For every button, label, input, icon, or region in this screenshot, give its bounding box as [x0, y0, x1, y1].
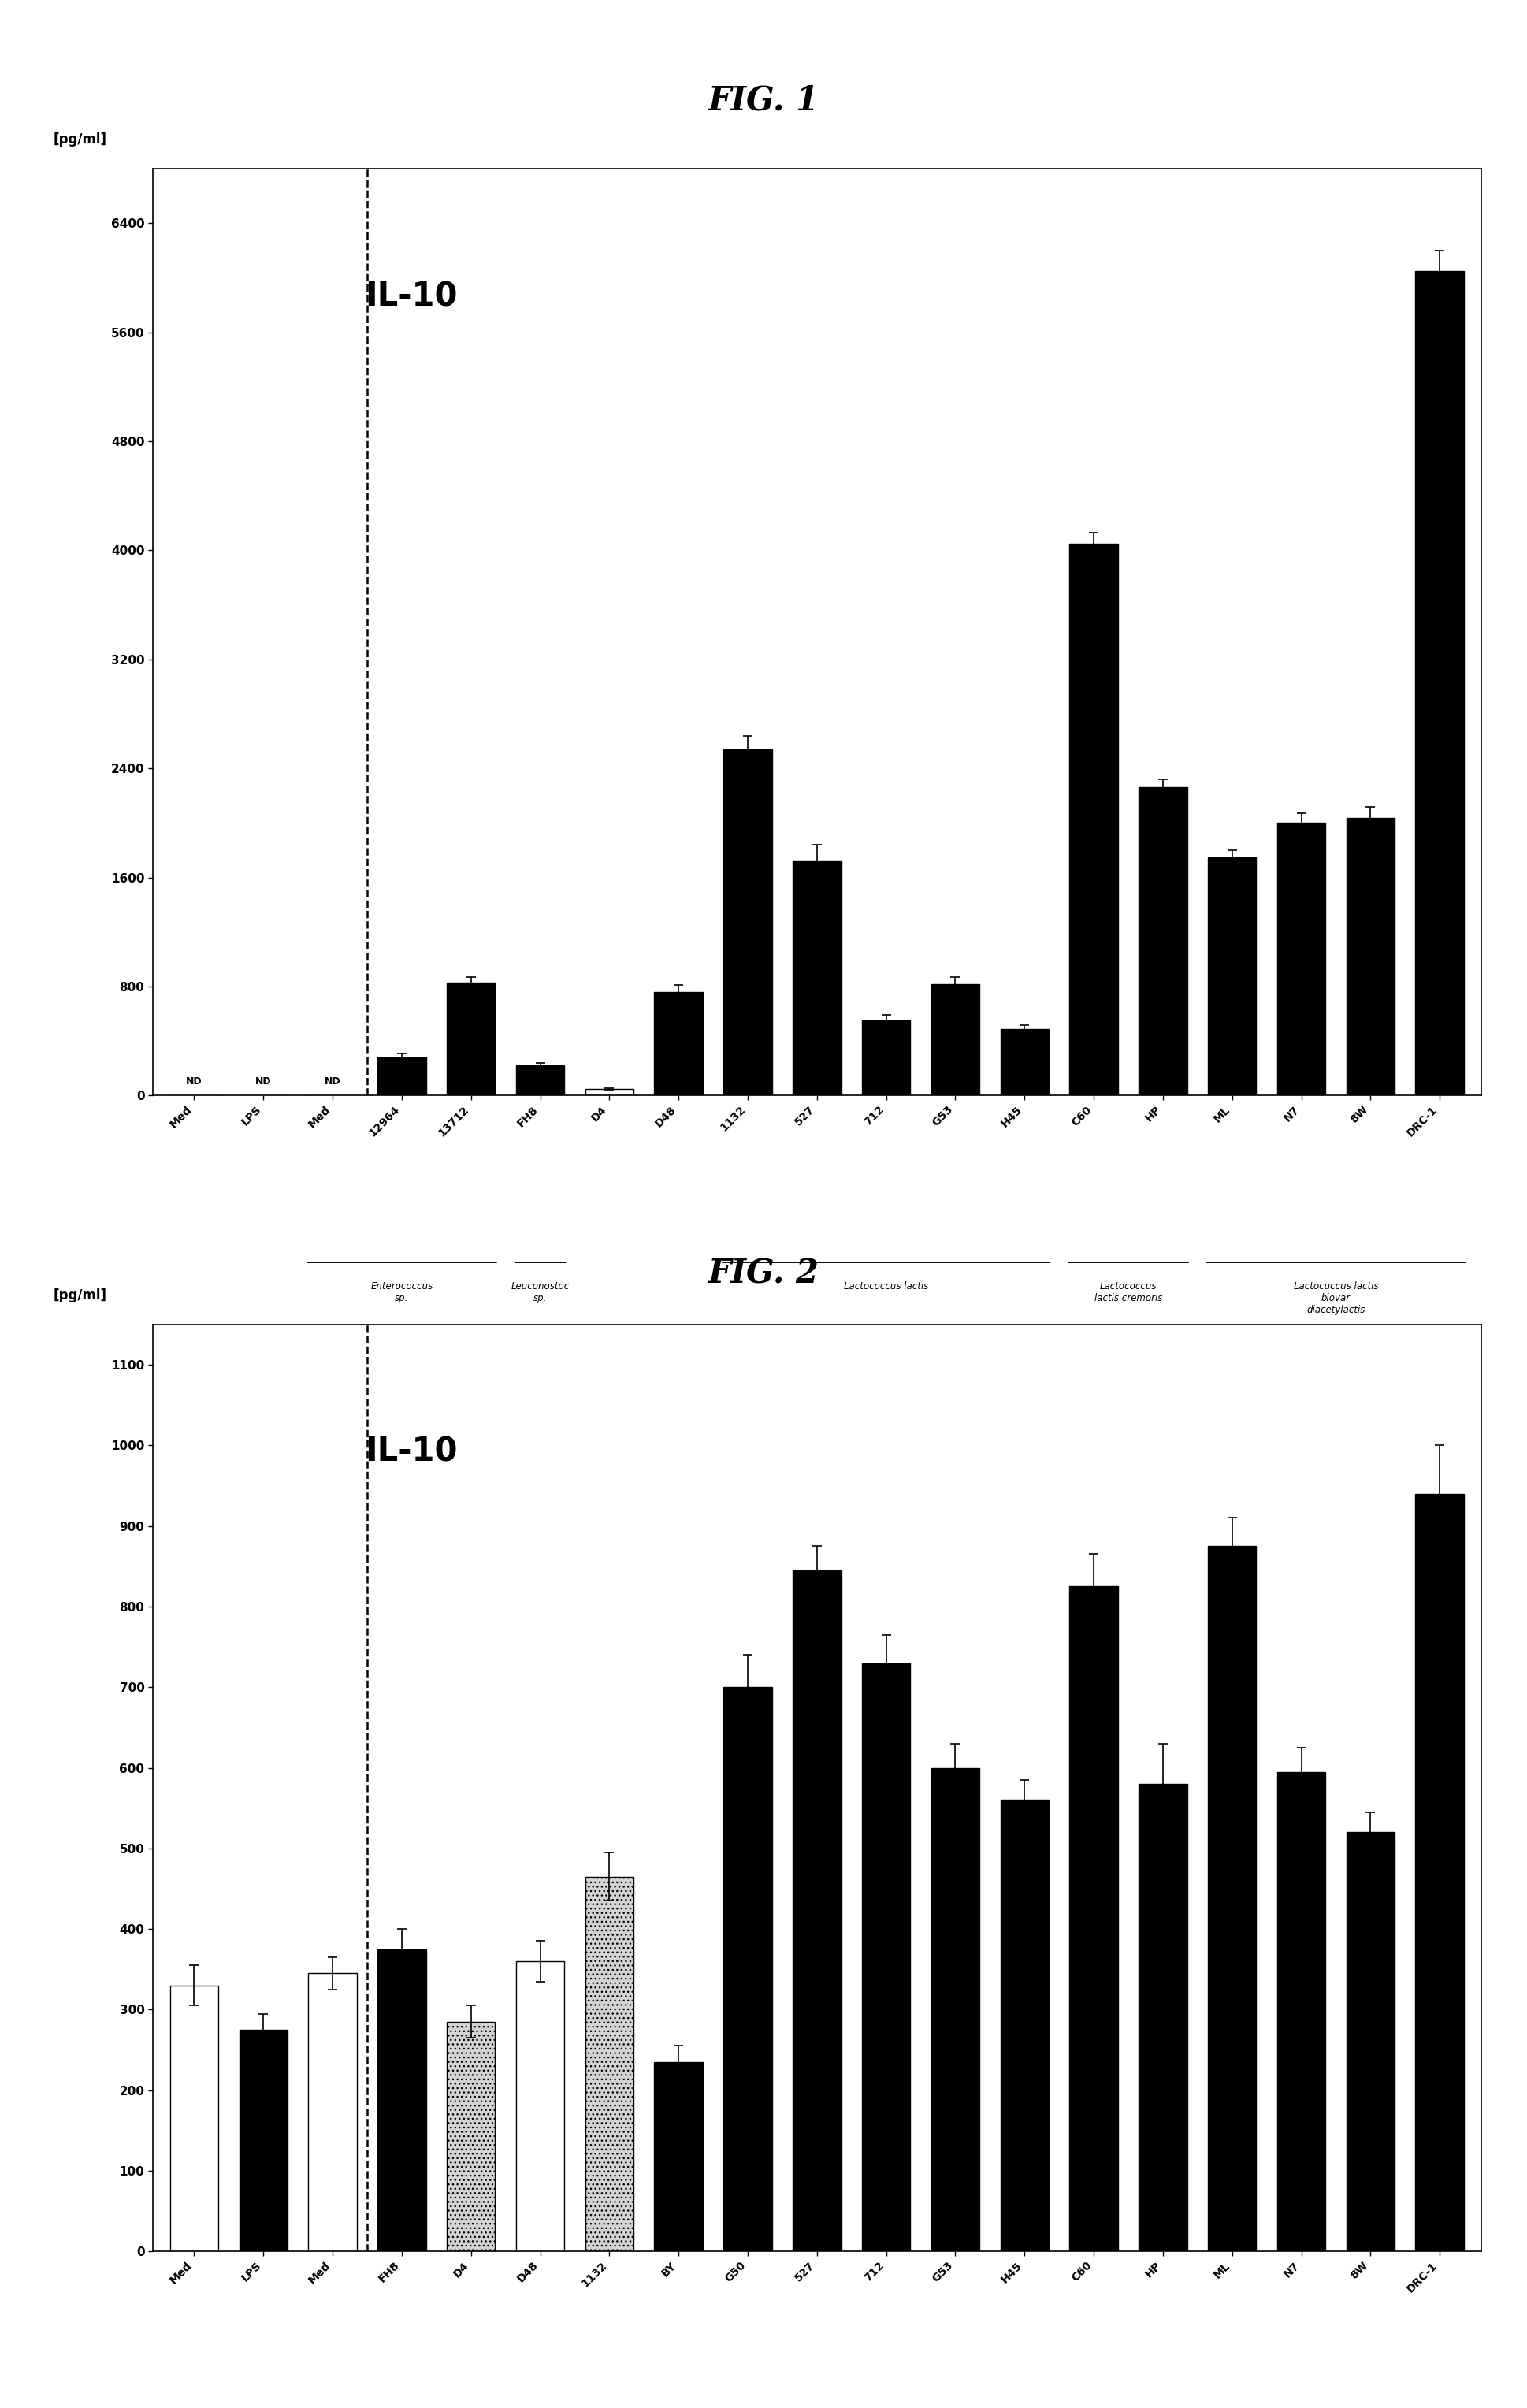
Bar [1416, 1493, 1464, 2251]
Bar [1139, 1784, 1186, 2251]
Bar [1208, 857, 1257, 1096]
Bar [1069, 1587, 1118, 2251]
Bar [1277, 1772, 1325, 2251]
Bar [655, 2061, 702, 2251]
Bar [1277, 824, 1325, 1096]
Text: Enterococcus
sp.: Enterococcus sp. [371, 1281, 434, 1303]
Text: FIG. 1: FIG. 1 [709, 84, 818, 118]
Text: Leuconostoc
sp.: Leuconostoc sp. [512, 1281, 570, 1303]
Bar [447, 2023, 495, 2251]
Text: Lactococcus
lactis cremoris: Lactococcus lactis cremoris [1095, 1281, 1162, 1303]
Bar [585, 1088, 634, 1096]
Text: ND: ND [186, 1076, 203, 1086]
Bar [1416, 270, 1464, 1096]
Bar [861, 1021, 910, 1096]
Bar [169, 1987, 218, 2251]
Bar [447, 982, 495, 1096]
Bar [1000, 1801, 1049, 2251]
Bar [1069, 544, 1118, 1096]
Bar [240, 2030, 287, 2251]
Text: Lactocuccus lactis
biovar
diacetylactis: Lactocuccus lactis biovar diacetylactis [1293, 1281, 1379, 1315]
Bar [655, 992, 702, 1096]
Text: IL-10: IL-10 [365, 279, 458, 313]
Bar [793, 862, 841, 1096]
Text: [pg/ml]: [pg/ml] [53, 132, 107, 147]
Bar [1347, 1832, 1394, 2251]
Bar [793, 1570, 841, 2251]
Text: IL-10: IL-10 [365, 1435, 458, 1469]
Bar [931, 1767, 979, 2251]
Bar [377, 1948, 426, 2251]
Text: ND: ND [255, 1076, 272, 1086]
Text: [pg/ml]: [pg/ml] [53, 1288, 107, 1303]
Bar [1139, 787, 1186, 1096]
Bar [931, 985, 979, 1096]
Bar [516, 1067, 565, 1096]
Bar [1000, 1028, 1049, 1096]
Text: Lactococcus lactis: Lactococcus lactis [844, 1281, 928, 1291]
Bar [585, 1876, 634, 2251]
Bar [724, 1688, 773, 2251]
Bar [1208, 1546, 1257, 2251]
Bar [861, 1664, 910, 2251]
Bar [1347, 816, 1394, 1096]
Text: FIG. 2: FIG. 2 [709, 1257, 818, 1291]
Bar [724, 749, 773, 1096]
Bar [308, 1975, 357, 2251]
Text: Lactobacillus
sp.: Lactobacillus sp. [614, 1373, 675, 1397]
Bar [377, 1057, 426, 1096]
Text: ND: ND [324, 1076, 341, 1086]
Bar [516, 1960, 565, 2251]
